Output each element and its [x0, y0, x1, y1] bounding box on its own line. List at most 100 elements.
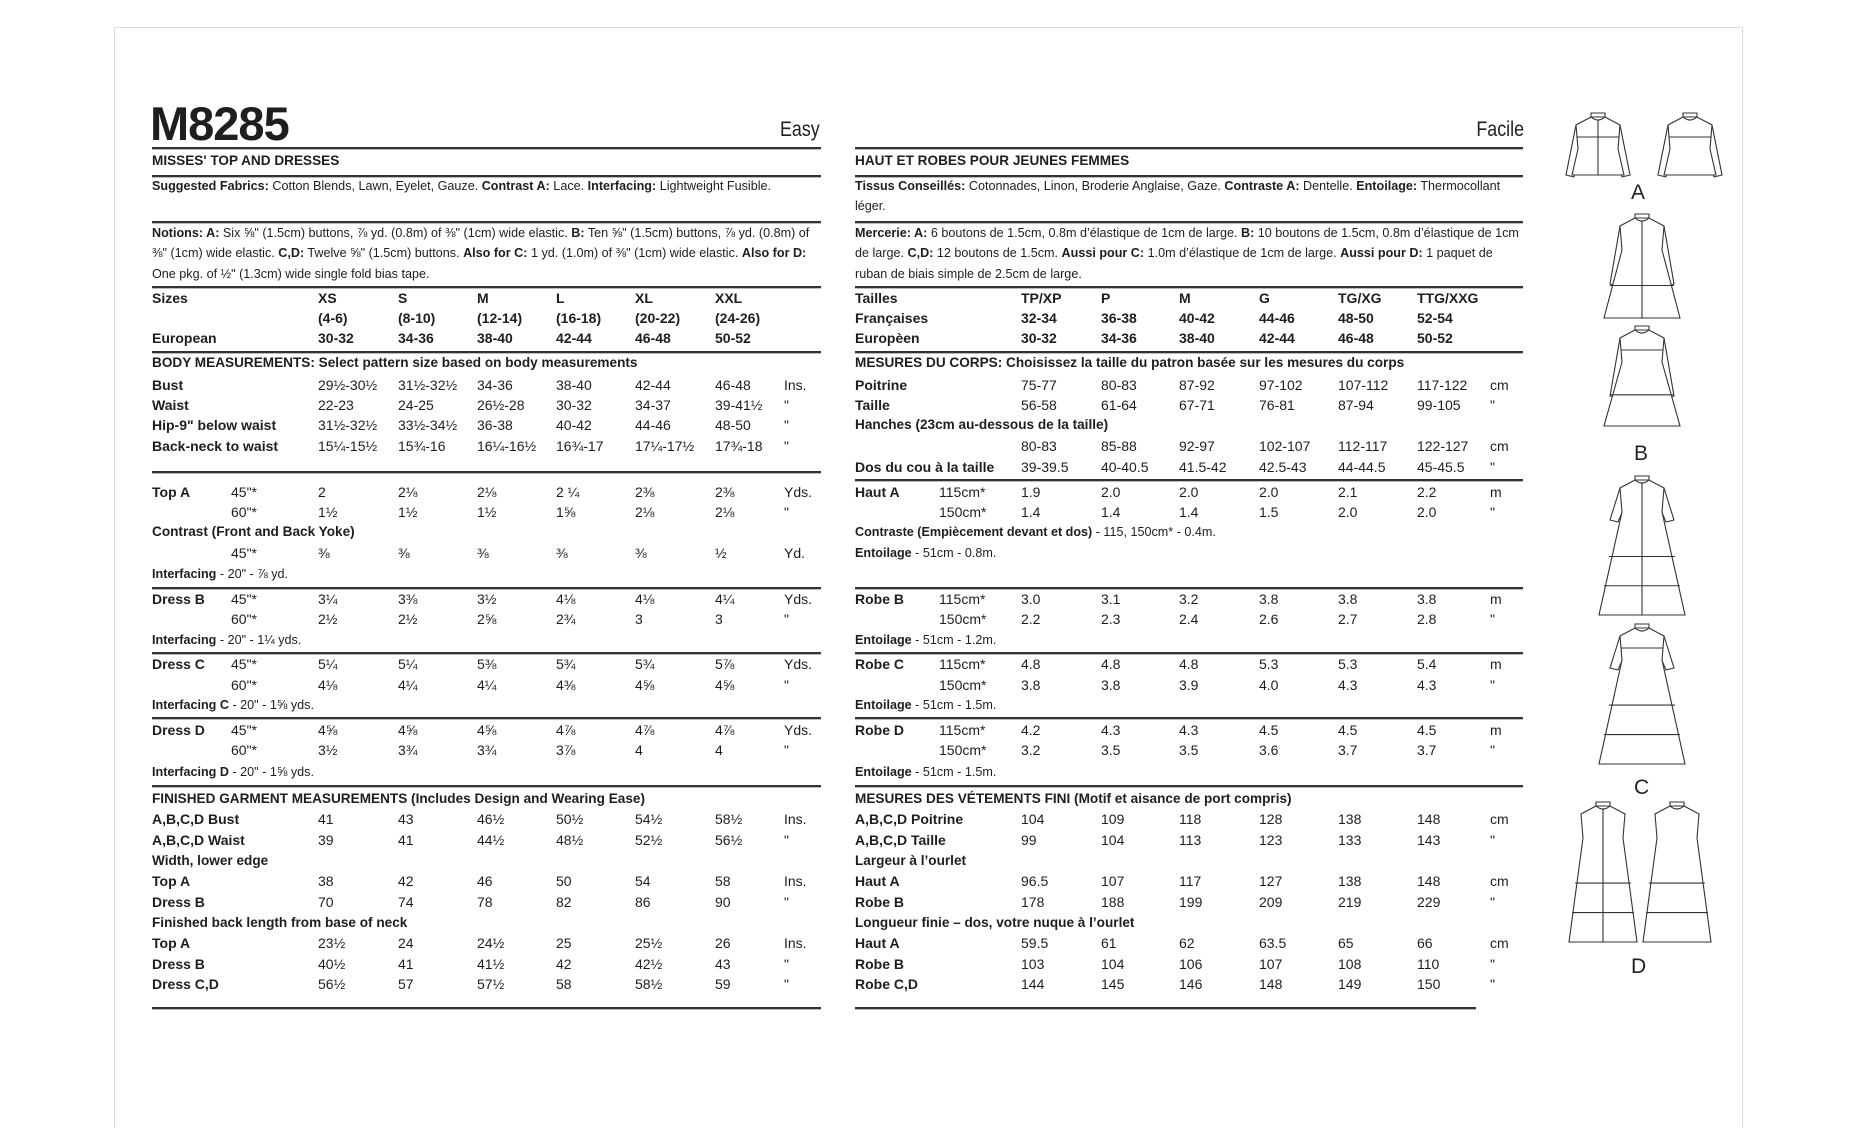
table-cell: 117 — [1179, 873, 1202, 889]
view-b-back-sketch — [1603, 325, 1681, 427]
view-a-front-sketch — [1565, 112, 1631, 178]
table-cell: 2.7 — [1338, 611, 1358, 627]
table-cell: 199 — [1179, 894, 1203, 910]
table-cell: 3¾ — [477, 742, 497, 758]
view-b-front-sketch — [1603, 213, 1681, 319]
view-label-a: A — [1631, 181, 1645, 204]
table-cell: 67-71 — [1179, 397, 1215, 413]
table-cell: 99-105 — [1417, 397, 1461, 413]
table-cell: 46½ — [477, 811, 505, 827]
table-cell: 2.0 — [1259, 484, 1279, 500]
row-label: Françaises — [855, 310, 929, 326]
section-divider — [855, 652, 1523, 655]
table-cell: 2½ — [318, 611, 338, 627]
table-cell: 87-94 — [1338, 397, 1374, 413]
table-cell: 52½ — [635, 832, 663, 848]
body-text: Lace. — [549, 179, 588, 193]
table-cell: 1½ — [477, 504, 497, 520]
section-divider — [152, 785, 821, 788]
row-label: Top A — [152, 873, 191, 889]
row-label: A,B,C,D Waist — [152, 832, 245, 848]
row-label: Dress B — [152, 591, 205, 607]
unit-label: Yd. — [784, 545, 806, 561]
body-text: - 20" - 1⅝ yds. — [228, 765, 314, 779]
table-cell: 31½-32½ — [318, 417, 378, 433]
table-cell: 17¼-17½ — [635, 438, 695, 454]
view-c-front-sketch — [1598, 475, 1686, 616]
table-cell: 85-88 — [1101, 438, 1137, 454]
unit-label: Yds. — [784, 484, 813, 500]
text-paragraph: Tissus Conseillés: Cotonnades, Linon, Br… — [855, 176, 1523, 217]
size-header: (20-22) — [635, 310, 681, 326]
row-label: Tailles — [855, 290, 898, 306]
table-cell: 36-38 — [477, 417, 513, 433]
table-cell: 2⅜ — [635, 484, 655, 500]
table-cell: 106 — [1179, 956, 1203, 972]
table-cell: 75-77 — [1021, 377, 1057, 393]
table-cell: 2.6 — [1259, 611, 1279, 627]
body-text: - 51cm - 0.8m. — [911, 546, 997, 560]
body-text: - 20" - 1⅝ yds. — [228, 698, 314, 712]
row-label: Top A — [152, 484, 191, 500]
table-cell: 3.0 — [1021, 591, 1041, 607]
size-header: M — [477, 290, 489, 306]
table-cell: 2.1 — [1338, 484, 1358, 500]
body-text: - 51cm - 1.5m. — [911, 698, 997, 712]
table-cell: 2.3 — [1101, 611, 1121, 627]
section-heading: Finished back length from base of neck — [152, 915, 408, 930]
pattern-number: M8285 — [150, 97, 290, 150]
row-label: Haut A — [855, 484, 900, 500]
table-cell: 56½ — [715, 832, 743, 848]
label-text: Contraste A: — [1224, 179, 1300, 193]
size-header: (24-26) — [715, 310, 761, 326]
size-header: 38-40 — [477, 330, 513, 346]
section-heading: BODY MEASUREMENTS: Select pattern size b… — [152, 355, 638, 370]
table-cell: 2⅜ — [715, 484, 735, 500]
table-cell: 4.8 — [1021, 656, 1041, 672]
table-cell: 70 — [318, 894, 334, 910]
table-cell: 56-58 — [1021, 397, 1057, 413]
body-text: Dentelle. — [1299, 179, 1357, 193]
table-cell: 3.2 — [1179, 591, 1199, 607]
table-cell: 3 — [635, 611, 643, 627]
table-cell: 5¾ — [556, 656, 576, 672]
table-cell: 4⅞ — [635, 722, 655, 738]
table-cell: 76-81 — [1259, 397, 1295, 413]
table-cell: 34-37 — [635, 397, 671, 413]
table-cell: 3½ — [318, 742, 338, 758]
table-cell: 178 — [1021, 894, 1045, 910]
body-text: - 51cm - 1.2m. — [911, 633, 997, 647]
size-header: 32-34 — [1021, 310, 1057, 326]
section-divider — [152, 471, 821, 474]
unit-label: Ins. — [784, 873, 807, 889]
table-cell: 65 — [1338, 935, 1354, 951]
table-cell: 34-36 — [477, 377, 513, 393]
table-cell: 78 — [477, 894, 493, 910]
row-label: Bust — [152, 377, 184, 393]
difficulty-level-french: Facile — [1476, 118, 1524, 141]
table-cell: 3⅞ — [556, 742, 576, 758]
body-text: Cotton Blends, Lawn, Eyelet, Gauze. — [268, 179, 482, 193]
unit-label: " — [1490, 504, 1495, 520]
unit-label: " — [784, 677, 789, 693]
label-text: Entoilage — [855, 633, 912, 647]
table-cell: 4⅝ — [398, 722, 418, 738]
label-text: C,D: — [278, 246, 305, 261]
unit-label: cm — [1490, 438, 1509, 454]
unit-label: Ins. — [784, 811, 807, 827]
unit-label: " — [784, 976, 789, 992]
label-text: Notions: A: — [152, 226, 220, 240]
table-cell: 2⅛ — [398, 484, 418, 500]
fabric-width: 60"* — [231, 504, 257, 520]
table-cell: ⅜ — [318, 545, 330, 561]
table-cell: 4.2 — [1021, 722, 1041, 738]
table-cell: 3.8 — [1259, 591, 1279, 607]
label-text: Mercerie: A: — [855, 226, 928, 240]
row-label: Robe B — [855, 894, 904, 910]
table-cell: 117-122 — [1417, 377, 1468, 393]
fabric-width: 115cm* — [939, 722, 986, 738]
row-label: Sizes — [152, 290, 188, 306]
text-paragraph: Notions: A: Six ⅝" (1.5cm) buttons, ⅞ yd… — [152, 223, 821, 284]
size-header: L — [556, 290, 565, 306]
table-cell: 16¾-17 — [556, 438, 604, 454]
